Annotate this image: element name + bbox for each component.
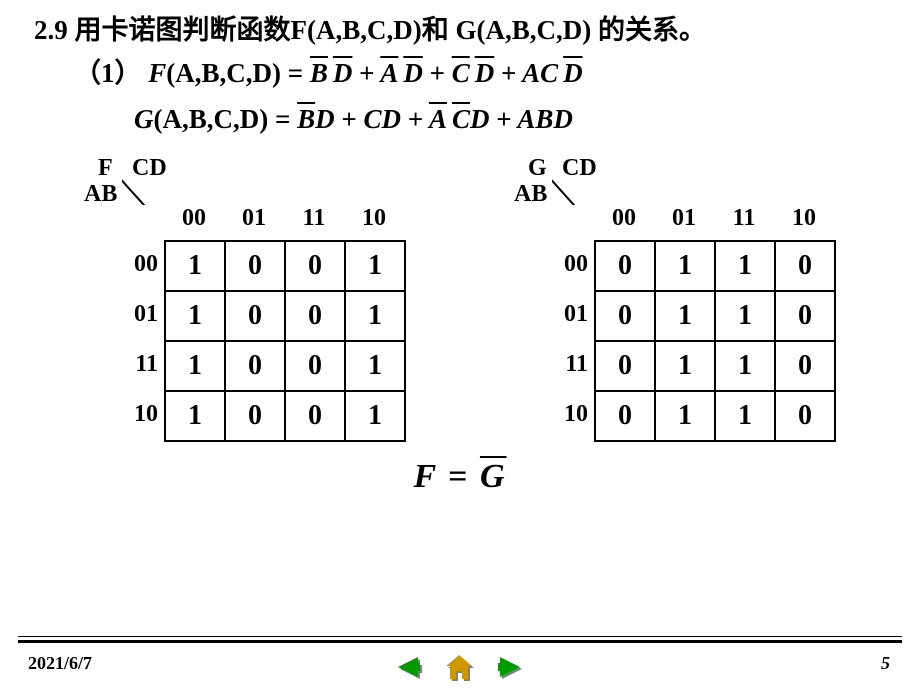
- nav-buttons: [396, 656, 524, 680]
- kmap-g-row-headers: 00 01 11 10: [564, 240, 594, 442]
- kmap-f-label: F: [98, 155, 113, 182]
- kmap-g-table: 0110 0110 0110 0110: [594, 240, 836, 442]
- kmap-f-row-headers: 00 01 11 10: [134, 240, 164, 442]
- kmap-f-col-headers: 00 01 11 10: [164, 205, 414, 232]
- kmap-f: F CD AB 00 01 11 10 00 01 11 10: [74, 159, 414, 442]
- kmap-row: F CD AB 00 01 11 10 00 01 11 10: [24, 159, 896, 442]
- eq-sign: =: [288, 58, 303, 88]
- kmap-g-ab-label: AB: [514, 181, 547, 208]
- fn-f: F: [148, 58, 166, 88]
- kmap-g-label: G: [528, 155, 547, 182]
- equation-g: G(A,B,C,D) = BD + CD + ACD + ABD: [134, 99, 896, 141]
- g-args: (A,B,C,D): [154, 104, 269, 134]
- problem-title: 2.9 用卡诺图判断函数F(A,B,C,D)和 G(A,B,C,D) 的关系。: [24, 8, 896, 47]
- footer-date: 2021/6/7: [28, 653, 92, 674]
- kmap-g-diagonal: [552, 153, 592, 205]
- fn-g: G: [134, 104, 154, 134]
- kmap-g-col-headers: 00 01 11 10: [594, 205, 844, 232]
- equation-f: （1） F(A,B,C,D) = BD + AD + CD + ACD: [74, 53, 896, 95]
- equations-block: （1） F(A,B,C,D) = BD + AD + CD + ACD G(A,…: [74, 53, 896, 141]
- page-number: 5: [881, 653, 890, 674]
- kmap-f-diagonal: [122, 153, 162, 205]
- kmap-g: G CD AB 00 01 11 10 00 01 11 10: [504, 159, 844, 442]
- f-args: (A,B,C,D): [166, 58, 281, 88]
- conclusion: F = G: [24, 458, 896, 496]
- prev-button[interactable]: [396, 656, 424, 680]
- kmap-f-ab-label: AB: [84, 181, 117, 208]
- next-button[interactable]: [496, 656, 524, 680]
- footer-divider: [18, 636, 902, 642]
- eq-number: （1）: [74, 58, 142, 88]
- home-button[interactable]: [446, 656, 474, 680]
- kmap-f-table: 1001 1001 1001 1001: [164, 240, 406, 442]
